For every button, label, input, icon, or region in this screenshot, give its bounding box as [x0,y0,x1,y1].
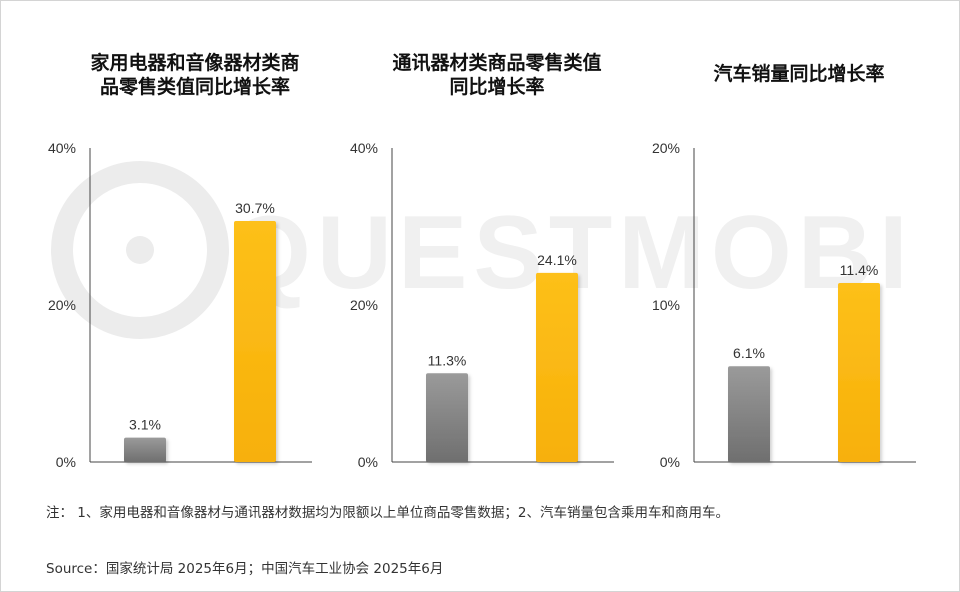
data-label: 11.4% [840,262,879,278]
x-tick-label: 2024H1 [422,477,471,480]
chart-communication-equipment: 通讯器材类商品零售类值 同比增长率 0% 20% 40% 11.3% 2024H1 24.… [342,0,652,480]
y-tick-label: 20% [48,297,76,313]
y-tick-label: 0% [660,454,680,470]
chart-plot: 0% 20% 40% 11.3% 2024H1 24.1% 2025H1 [350,140,614,480]
bar-2024h1 [728,366,770,462]
data-label: 30.7% [235,200,275,216]
bar-2025h1 [234,221,276,462]
chart-title: 通讯器材类商品零售类值 同比增长率 [392,52,602,98]
chart-title: 家用电器和音像器材类商 品零售类值同比增长率 [90,52,300,98]
footnote: 注： 1、家用电器和音像器材与通讯器材数据均为限额以上单位商品零售数据；2、汽车… [46,505,729,521]
x-tick-label: 2024H1 [120,477,169,480]
chart-title: 汽车销量同比增长率 [713,63,885,85]
bar-2025h1 [536,272,578,462]
bar-2024h1 [124,437,166,462]
y-tick-label: 40% [350,140,378,156]
bar-2025h1 [838,283,880,462]
x-tick-label: 2024H1 [724,477,773,480]
source-text: Source：国家统计局 2025年6月；中国汽车工业协会 2025年6月 [46,561,444,577]
data-label: 6.1% [733,345,765,361]
y-tick-label: 20% [652,140,680,156]
data-label: 3.1% [129,417,161,433]
x-tick-label: 2025H1 [532,477,581,480]
y-tick-label: 40% [48,140,76,156]
x-tick-label: 2025H1 [230,477,279,480]
chart-home-appliances: 家用电器和音像器材类商 品零售类值同比增长率 0% 20% 40% 3.1% 2024H… [40,0,350,480]
y-tick-label: 0% [56,454,76,470]
chart-plot: 0% 20% 40% 3.1% 2024H1 30.7% 2025H1 [48,140,312,480]
y-tick-label: 10% [652,297,680,313]
y-tick-label: 0% [358,454,378,470]
chart-plot: 0% 10% 20% 6.1% 2024H1 11.4% 2025H1 [652,140,916,480]
y-tick-label: 20% [350,297,378,313]
x-tick-label: 2025H1 [834,477,883,480]
chart-vehicle-sales: 汽车销量同比增长率 0% 10% 20% 6.1% 2024H1 11.4% 2025H1 [644,0,954,480]
data-label: 24.1% [537,252,577,268]
bar-2024h1 [426,373,468,462]
data-label: 11.3% [428,352,467,368]
